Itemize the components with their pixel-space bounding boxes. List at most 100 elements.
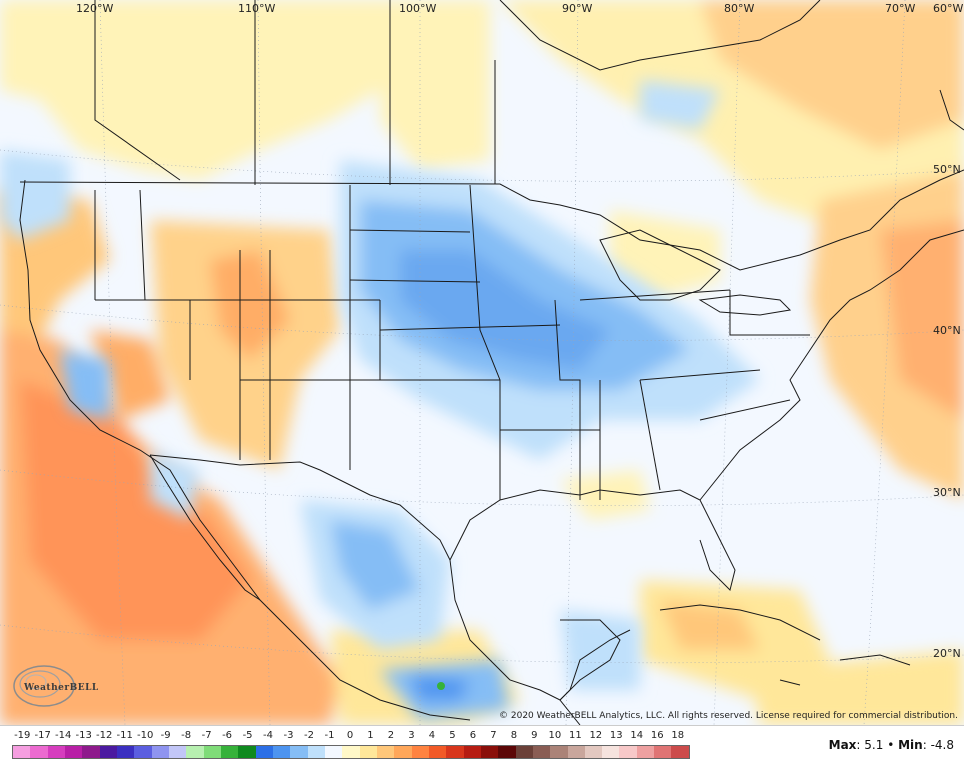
legend-swatch	[272, 746, 291, 758]
legend-swatch	[47, 746, 65, 758]
legend-swatch	[220, 746, 239, 758]
anomaly-map	[0, 0, 964, 725]
legend-swatch	[411, 746, 429, 758]
latitude-label: 50°N	[933, 163, 961, 176]
map-panel	[0, 0, 964, 725]
legend-swatch	[342, 746, 360, 758]
legend-label: 3	[408, 730, 415, 741]
legend-label: -3	[283, 730, 294, 741]
legend-swatch	[515, 746, 533, 758]
legend-swatch	[567, 746, 585, 758]
legend-swatch	[151, 746, 169, 758]
legend-label: -11	[116, 730, 133, 741]
legend-label: -6	[222, 730, 233, 741]
legend-swatch	[394, 746, 412, 758]
legend-swatch	[602, 746, 620, 758]
legend-swatch	[636, 746, 655, 758]
legend-label: -14	[55, 730, 72, 741]
legend-label: -10	[136, 730, 154, 741]
longitude-label: 100°W	[399, 2, 437, 15]
max-value: 5.1	[864, 738, 884, 752]
legend-label: 18	[671, 730, 685, 741]
legend-label: 11	[568, 730, 582, 741]
legend-label: 14	[630, 730, 644, 741]
legend-swatch	[532, 746, 551, 758]
longitude-label: 60°W	[933, 2, 964, 15]
legend-label: -4	[263, 730, 274, 741]
cool-anomaly-regions	[0, 80, 760, 720]
latitude-label: 30°N	[933, 486, 961, 499]
legend-swatch	[30, 746, 48, 758]
legend-swatch	[463, 746, 481, 758]
copyright-notice: © 2020 WeatherBELL Analytics, LLC. All r…	[499, 711, 958, 721]
legend-label: 16	[650, 730, 664, 741]
legend-swatch	[13, 746, 31, 758]
legend-swatch	[255, 746, 273, 758]
logo-text: WeatherBELL	[24, 683, 99, 693]
color-legend: -19 -17 -14 -13 -12 -11 -10 -9 -8 -7 -6 -5 -4 -3 -2 -1 0…	[0, 725, 964, 764]
max-label: Max	[828, 738, 857, 752]
legend-label: -2	[304, 730, 314, 741]
legend-swatch	[238, 746, 256, 758]
legend-swatch	[82, 746, 100, 758]
legend-swatch	[168, 746, 187, 758]
legend-swatch	[99, 746, 117, 758]
legend-swatch	[134, 746, 152, 758]
legend-swatch	[671, 746, 689, 758]
min-label: Min	[898, 738, 923, 752]
legend-swatch	[428, 746, 447, 758]
weatherbell-logo: WeatherBELL	[10, 662, 100, 708]
legend-label: 2	[387, 730, 395, 741]
legend-label: -9	[160, 730, 171, 741]
legend-label: 9	[531, 730, 538, 741]
coastlines-borders	[19, 0, 964, 725]
legend-swatch	[376, 746, 395, 758]
legend-swatch	[359, 746, 377, 758]
legend-label: 12	[589, 730, 603, 741]
legend-label: -13	[75, 730, 92, 741]
legend-label: -8	[181, 730, 192, 741]
legend-swatch	[307, 746, 325, 758]
legend-label: -7	[201, 730, 212, 741]
legend-swatches	[12, 745, 690, 759]
legend-swatch	[324, 746, 343, 758]
legend-label: 6	[469, 730, 477, 741]
legend-label: 7	[490, 730, 497, 741]
logo-swirl-icon	[13, 665, 75, 707]
legend-swatch	[446, 746, 464, 758]
min-anomaly-marker	[437, 682, 445, 690]
longitude-label: 80°W	[724, 2, 755, 15]
legend-swatch	[186, 746, 204, 758]
legend-labels: -19 -17 -14 -13 -12 -11 -10 -9 -8 -7 -6 -5 -4 -3 -2 -1 0…	[12, 730, 692, 744]
longitude-label: 120°W	[76, 2, 114, 15]
legend-label: 10	[548, 730, 562, 741]
latitude-label: 20°N	[933, 647, 961, 660]
legend-swatch	[498, 746, 516, 758]
legend-swatch	[480, 746, 499, 758]
legend-label: 1	[367, 730, 374, 741]
legend-label: -5	[242, 730, 253, 741]
legend-swatch	[584, 746, 603, 758]
legend-label: 5	[449, 730, 456, 741]
legend-swatch	[290, 746, 308, 758]
legend-label: 4	[428, 730, 436, 741]
legend-label: 0	[346, 730, 354, 741]
legend-label: -12	[96, 730, 113, 741]
latitude-label: 40°N	[933, 324, 961, 337]
legend-label: -1	[324, 730, 335, 741]
longitude-label: 70°W	[885, 2, 916, 15]
legend-label: 13	[609, 730, 623, 741]
min-value: -4.8	[930, 738, 954, 752]
legend-label: 8	[510, 730, 518, 741]
longitude-label: 110°W	[238, 2, 276, 15]
legend-swatch	[203, 746, 221, 758]
legend-swatch	[619, 746, 637, 758]
legend-label: -17	[34, 730, 51, 741]
longitude-label: 90°W	[562, 2, 593, 15]
graticule	[0, 0, 964, 725]
legend-swatch	[116, 746, 135, 758]
legend-swatch	[64, 746, 83, 758]
legend-label: -19	[14, 730, 31, 741]
stats-separator: •	[887, 738, 895, 752]
legend-swatch	[654, 746, 672, 758]
